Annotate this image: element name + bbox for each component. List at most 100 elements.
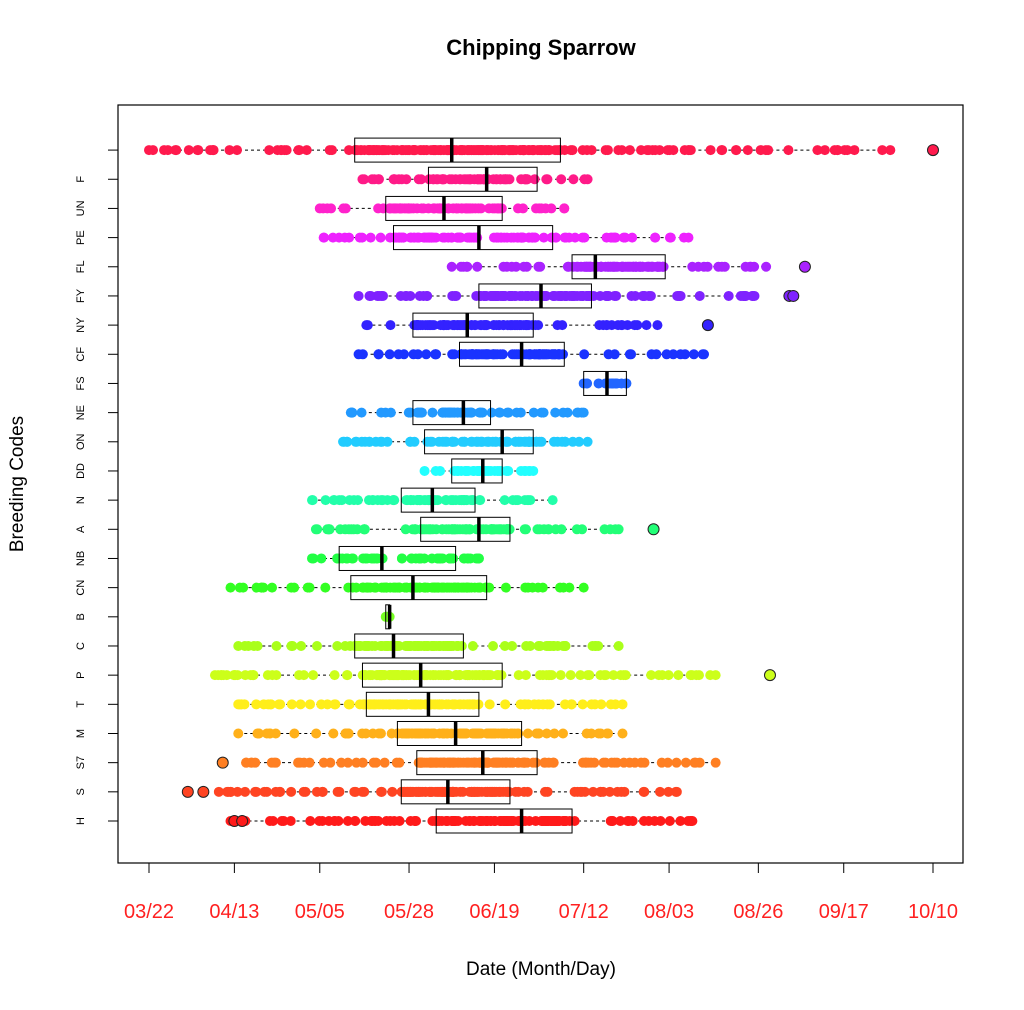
data-point	[234, 582, 245, 593]
data-point	[609, 290, 620, 301]
data-point	[612, 757, 623, 768]
data-point	[540, 786, 551, 797]
data-point	[462, 582, 473, 593]
data-point	[332, 640, 343, 651]
series-layer	[144, 137, 939, 834]
data-point	[595, 728, 606, 739]
box	[458, 341, 565, 367]
series-FS	[578, 370, 632, 396]
data-point	[555, 670, 566, 681]
data-point	[431, 349, 442, 360]
data-point	[400, 524, 411, 535]
data-point	[687, 816, 698, 826]
data-point	[387, 786, 398, 797]
data-point	[424, 232, 435, 243]
series-FY	[353, 283, 800, 309]
data-point	[233, 699, 244, 710]
data-point	[499, 640, 510, 651]
data-point	[393, 699, 404, 710]
box	[354, 633, 464, 659]
data-point	[475, 816, 486, 826]
data-point	[710, 757, 721, 768]
data-point	[405, 436, 416, 447]
data-point	[562, 261, 573, 272]
data-point	[364, 436, 375, 447]
y-tick-label: S7	[75, 756, 87, 769]
x-axis: 03/22 04/13 05/05 05/28 06/19 07/12 08/03 08/26…	[124, 862, 958, 923]
data-point	[275, 699, 286, 710]
data-point	[622, 816, 633, 826]
data-point	[469, 728, 480, 739]
data-point	[537, 670, 548, 681]
data-point	[503, 407, 514, 418]
data-point	[551, 232, 562, 243]
data-point	[545, 640, 556, 651]
data-point	[512, 495, 523, 506]
x-tick-label: 04/13	[209, 901, 259, 923]
data-point	[396, 553, 407, 564]
data-point	[616, 261, 627, 272]
data-point	[730, 145, 741, 156]
data-point	[473, 582, 484, 593]
data-point	[329, 670, 340, 681]
data-point	[473, 553, 484, 564]
data-point	[464, 786, 475, 797]
data-point	[377, 640, 388, 651]
data-point	[609, 349, 620, 360]
data-point	[490, 757, 501, 768]
data-point	[664, 816, 675, 826]
data-point	[444, 174, 455, 185]
data-point	[405, 786, 416, 797]
data-point	[615, 670, 626, 681]
data-point	[627, 232, 638, 243]
data-point	[411, 816, 422, 826]
data-point	[448, 699, 459, 710]
data-point	[494, 786, 505, 797]
data-point	[286, 786, 297, 797]
data-point	[540, 145, 551, 156]
data-point	[579, 232, 590, 243]
data-point	[509, 290, 520, 301]
outlier-point	[701, 319, 714, 332]
data-point	[468, 816, 479, 826]
data-point	[415, 495, 426, 506]
data-point	[582, 670, 593, 681]
data-point	[376, 786, 387, 797]
data-point	[208, 145, 219, 156]
data-point	[209, 670, 220, 681]
data-point	[740, 261, 751, 272]
data-point	[317, 786, 328, 797]
data-point	[548, 436, 559, 447]
data-point	[366, 553, 377, 564]
data-point	[350, 436, 361, 447]
data-point	[470, 145, 481, 156]
series-N	[307, 487, 558, 513]
data-point	[470, 320, 481, 331]
data-point	[401, 640, 412, 651]
data-point	[328, 728, 339, 739]
data-point	[690, 757, 701, 768]
y-tick-label: S	[75, 788, 87, 795]
data-point	[582, 174, 593, 185]
data-point	[702, 261, 713, 272]
data-point	[521, 640, 532, 651]
data-point	[394, 757, 405, 768]
data-point	[487, 349, 498, 360]
data-point	[378, 203, 389, 214]
data-point	[405, 407, 416, 418]
data-point	[294, 670, 305, 681]
data-point	[332, 786, 343, 797]
data-point	[550, 290, 561, 301]
data-point	[568, 174, 579, 185]
data-point	[413, 786, 424, 797]
data-point	[417, 320, 428, 331]
y-tick-label: NE	[75, 405, 87, 420]
data-point	[441, 670, 452, 681]
y-tick-label: F	[75, 176, 87, 183]
data-point	[436, 816, 447, 826]
data-point	[365, 232, 376, 243]
data-point	[688, 349, 699, 360]
y-tick-label: C	[75, 642, 87, 650]
data-point	[385, 816, 396, 826]
